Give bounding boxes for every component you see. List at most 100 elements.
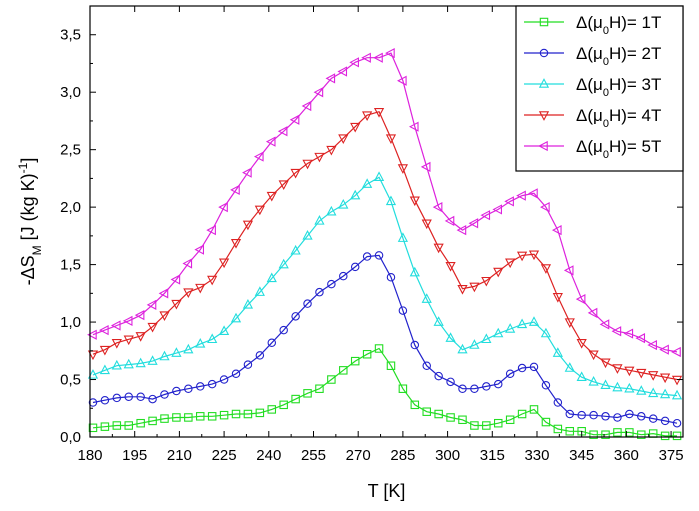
data-point-s3-37 — [516, 318, 528, 329]
series-line-1 — [92, 347, 677, 437]
data-point-s2-5 — [136, 392, 145, 402]
data-point-s4-47 — [636, 368, 647, 379]
data-point-s1-8 — [172, 413, 181, 422]
data-point-s5-22 — [337, 66, 348, 77]
data-point-s5-40 — [551, 225, 562, 236]
data-point-s3-42 — [576, 371, 587, 381]
data-point-s1-17 — [279, 400, 288, 410]
data-point-s5-37 — [516, 190, 526, 201]
data-point-s5-3 — [110, 320, 121, 331]
data-point-s1-26 — [386, 361, 396, 370]
data-point-s2-19 — [303, 299, 312, 308]
data-point-s3-24 — [362, 178, 373, 188]
data-point-s2-37 — [517, 363, 527, 373]
data-point-s4-31 — [445, 261, 456, 272]
data-point-s5-43 — [587, 307, 598, 318]
data-point-s4-15 — [254, 205, 265, 216]
data-point-s1-14 — [243, 409, 253, 419]
data-point-s4-46 — [624, 366, 635, 377]
data-point-s4-2 — [99, 345, 111, 356]
y-axis-label: -ΔSM [J (kg K)-1] — [16, 158, 44, 286]
data-point-s1-12 — [219, 410, 229, 420]
data-point-s5-21 — [325, 73, 336, 84]
data-point-s2-10 — [196, 382, 205, 391]
data-point-s3-18 — [290, 244, 301, 255]
data-point-s5-2 — [99, 324, 109, 336]
data-point-s3-10 — [195, 338, 206, 348]
data-point-s3-9 — [183, 343, 194, 354]
data-point-s1-33 — [470, 421, 479, 430]
data-point-s4-38 — [528, 250, 540, 261]
data-point-s5-32 — [456, 225, 467, 236]
data-point-s5-19 — [301, 100, 312, 112]
data-point-s5-23 — [349, 57, 359, 68]
data-point-s5-29 — [420, 161, 431, 173]
data-point-s3-16 — [266, 272, 277, 283]
data-point-s5-38 — [528, 188, 538, 199]
x-tick-label-375: 375 — [659, 447, 684, 464]
data-point-s3-13 — [230, 312, 242, 323]
data-point-s5-15 — [253, 151, 264, 162]
data-point-s1-38 — [529, 405, 539, 414]
data-point-s3-39 — [540, 327, 552, 338]
data-point-s4-22 — [338, 134, 349, 145]
data-point-s4-9 — [183, 288, 194, 299]
y-tick-label-7: 3,5 — [60, 27, 81, 44]
data-point-s2-8 — [172, 386, 181, 396]
data-point-s5-41 — [563, 265, 574, 276]
data-point-s1-35 — [493, 418, 503, 428]
y-tick-label-5: 2,5 — [60, 142, 81, 159]
data-point-s2-24 — [362, 252, 372, 261]
data-point-s1-10 — [196, 412, 205, 421]
data-point-s3-49 — [660, 388, 671, 399]
data-point-s5-20 — [313, 87, 324, 98]
plot-area — [87, 48, 683, 441]
data-point-s1-9 — [184, 413, 193, 422]
data-point-s1-19 — [303, 389, 312, 398]
data-point-s5-45 — [611, 326, 622, 337]
data-point-s1-29 — [422, 407, 431, 416]
data-point-s2-30 — [434, 371, 443, 381]
data-point-s3-33 — [469, 339, 480, 349]
data-point-s2-18 — [291, 312, 300, 321]
data-point-s3-6 — [147, 355, 158, 365]
legend-marker-1 — [539, 17, 549, 27]
data-point-s4-26 — [385, 134, 397, 145]
data-point-s5-18 — [289, 114, 300, 125]
legend-entry-4: Δ(μ0H)= 4T — [576, 106, 661, 130]
data-point-s3-20 — [314, 215, 325, 225]
data-point-s4-36 — [505, 258, 516, 269]
data-point-s2-38 — [529, 362, 539, 372]
data-point-s3-50 — [671, 389, 683, 400]
data-point-s3-29 — [421, 293, 432, 303]
data-point-s4-11 — [207, 275, 218, 286]
data-point-s3-34 — [481, 333, 492, 344]
data-point-s4-30 — [433, 243, 444, 254]
data-point-s4-23 — [350, 122, 361, 133]
data-point-s2-12 — [219, 375, 229, 384]
data-point-s4-3 — [111, 339, 122, 349]
data-point-s4-4 — [123, 335, 134, 346]
data-point-s4-42 — [576, 339, 587, 349]
series-line-5 — [92, 52, 678, 353]
data-point-s4-13 — [230, 239, 242, 249]
data-point-s4-39 — [540, 264, 552, 274]
data-point-s4-17 — [278, 180, 289, 191]
data-point-s1-11 — [207, 412, 217, 421]
x-tick-label-315: 315 — [480, 447, 505, 464]
data-point-s1-7 — [160, 414, 169, 423]
data-point-s2-9 — [184, 384, 193, 393]
data-point-s2-36 — [505, 369, 515, 379]
data-point-s2-48 — [648, 414, 658, 423]
x-tick-label-300: 300 — [435, 447, 460, 464]
data-point-s4-41 — [564, 318, 575, 328]
data-point-s2-28 — [410, 340, 420, 350]
data-point-s3-48 — [648, 387, 659, 398]
data-point-s2-16 — [267, 338, 277, 348]
x-tick-label-285: 285 — [390, 447, 415, 464]
data-point-s4-5 — [135, 332, 146, 342]
data-point-s4-28 — [409, 196, 420, 207]
data-point-s5-11 — [206, 225, 216, 236]
data-point-s1-27 — [398, 384, 408, 393]
data-point-s4-29 — [421, 219, 432, 230]
